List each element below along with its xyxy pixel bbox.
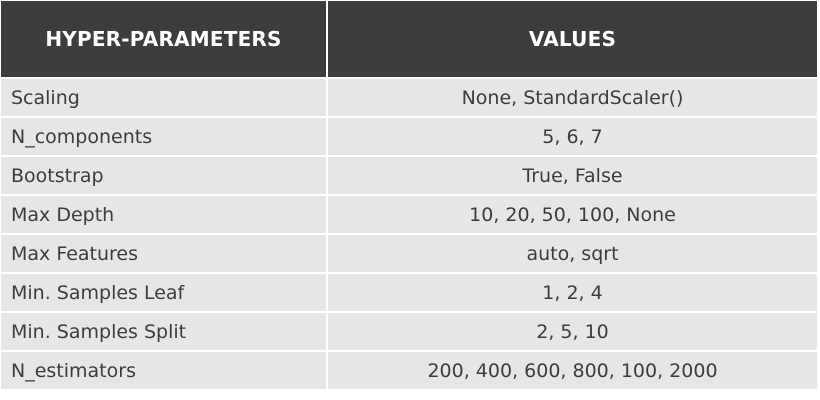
values-cell: 10, 20, 50, 100, None [328, 196, 817, 233]
header-values: VALUES [328, 1, 817, 77]
parameter-cell: Min. Samples Split [1, 313, 326, 350]
table-row: Min. Samples Split 2, 5, 10 [1, 313, 817, 350]
values-cell: 5, 6, 7 [328, 118, 817, 155]
values-cell: 1, 2, 4 [328, 274, 817, 311]
values-cell: 2, 5, 10 [328, 313, 817, 350]
table-row: Max Depth 10, 20, 50, 100, None [1, 196, 817, 233]
values-cell: auto, sqrt [328, 235, 817, 272]
parameter-cell: N_estimators [1, 352, 326, 389]
table-header: HYPER-PARAMETERS VALUES [1, 1, 817, 77]
parameter-cell: Bootstrap [1, 157, 326, 194]
parameter-cell: Max Features [1, 235, 326, 272]
parameter-cell: N_components [1, 118, 326, 155]
values-cell: 200, 400, 600, 800, 100, 2000 [328, 352, 817, 389]
table-row: N_components 5, 6, 7 [1, 118, 817, 155]
values-cell: True, False [328, 157, 817, 194]
table-body: Scaling None, StandardScaler() N_compone… [1, 79, 817, 389]
hyperparameter-table-container: HYPER-PARAMETERS VALUES Scaling None, St… [1, 1, 817, 389]
parameter-cell: Max Depth [1, 196, 326, 233]
table-row: Scaling None, StandardScaler() [1, 79, 817, 116]
hyperparameter-table: HYPER-PARAMETERS VALUES Scaling None, St… [1, 1, 817, 389]
table-row: N_estimators 200, 400, 600, 800, 100, 20… [1, 352, 817, 389]
header-row: HYPER-PARAMETERS VALUES [1, 1, 817, 77]
header-hyper-parameters: HYPER-PARAMETERS [1, 1, 326, 77]
table-row: Max Features auto, sqrt [1, 235, 817, 272]
table-row: Min. Samples Leaf 1, 2, 4 [1, 274, 817, 311]
values-cell: None, StandardScaler() [328, 79, 817, 116]
table-row: Bootstrap True, False [1, 157, 817, 194]
parameter-cell: Min. Samples Leaf [1, 274, 326, 311]
parameter-cell: Scaling [1, 79, 326, 116]
